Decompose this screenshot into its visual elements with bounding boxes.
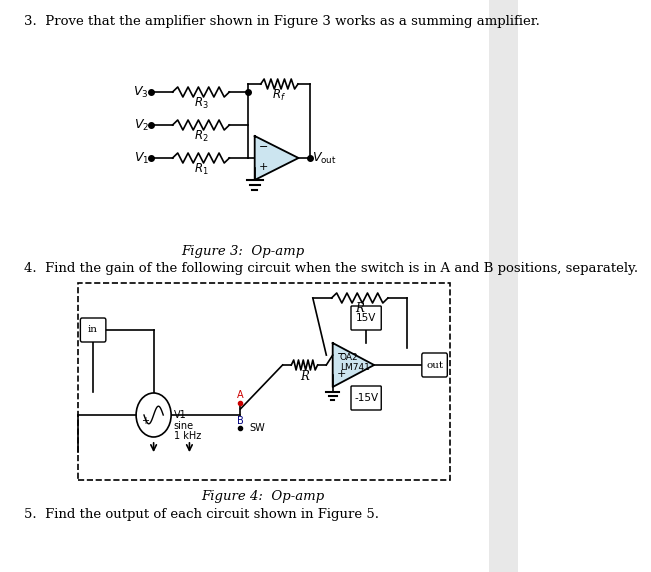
Circle shape xyxy=(136,393,171,437)
Text: 5.  Find the output of each circuit shown in Figure 5.: 5. Find the output of each circuit shown… xyxy=(24,508,379,521)
Text: out: out xyxy=(426,360,443,370)
FancyBboxPatch shape xyxy=(80,318,106,342)
Text: $R_1$: $R_1$ xyxy=(193,161,208,177)
FancyBboxPatch shape xyxy=(422,353,447,377)
Text: +: + xyxy=(337,369,346,379)
Text: −: − xyxy=(258,142,268,152)
Text: 3.  Prove that the amplifier shown in Figure 3 works as a summing amplifier.: 3. Prove that the amplifier shown in Fig… xyxy=(24,15,540,28)
Text: R: R xyxy=(355,303,364,316)
Text: $R_3$: $R_3$ xyxy=(193,96,208,110)
Text: $R_2$: $R_2$ xyxy=(193,129,208,144)
Text: −: − xyxy=(337,349,346,359)
Text: B: B xyxy=(237,416,243,426)
Bar xyxy=(490,0,518,572)
Text: 1 kHz: 1 kHz xyxy=(174,431,201,441)
FancyBboxPatch shape xyxy=(351,386,381,410)
Text: Figure 3:  Op-amp: Figure 3: Op-amp xyxy=(181,245,305,258)
Text: $V_2$: $V_2$ xyxy=(133,117,149,133)
Text: 4.  Find the gain of the following circuit when the switch is in A and B positio: 4. Find the gain of the following circui… xyxy=(24,262,638,275)
Polygon shape xyxy=(255,136,298,180)
Text: R: R xyxy=(300,370,309,383)
FancyBboxPatch shape xyxy=(351,306,381,330)
Text: $V_{\rm out}$: $V_{\rm out}$ xyxy=(312,150,337,165)
Text: V1: V1 xyxy=(174,410,186,420)
Text: OA2: OA2 xyxy=(340,353,359,363)
Text: LM741: LM741 xyxy=(340,363,370,372)
Polygon shape xyxy=(333,343,374,387)
Text: SW: SW xyxy=(249,423,265,433)
Text: -15V: -15V xyxy=(354,393,378,403)
Text: $R_f$: $R_f$ xyxy=(272,88,286,102)
Text: in: in xyxy=(88,325,98,335)
Text: Figure 4:  Op-amp: Figure 4: Op-amp xyxy=(201,490,324,503)
Text: sine: sine xyxy=(174,421,193,431)
Text: $V_3$: $V_3$ xyxy=(133,85,149,100)
Bar xyxy=(78,283,450,480)
Text: $V_1$: $V_1$ xyxy=(133,150,149,165)
Text: 15V: 15V xyxy=(356,313,376,323)
Text: A: A xyxy=(237,390,243,400)
Text: +: + xyxy=(141,416,149,426)
Text: +: + xyxy=(258,162,268,172)
